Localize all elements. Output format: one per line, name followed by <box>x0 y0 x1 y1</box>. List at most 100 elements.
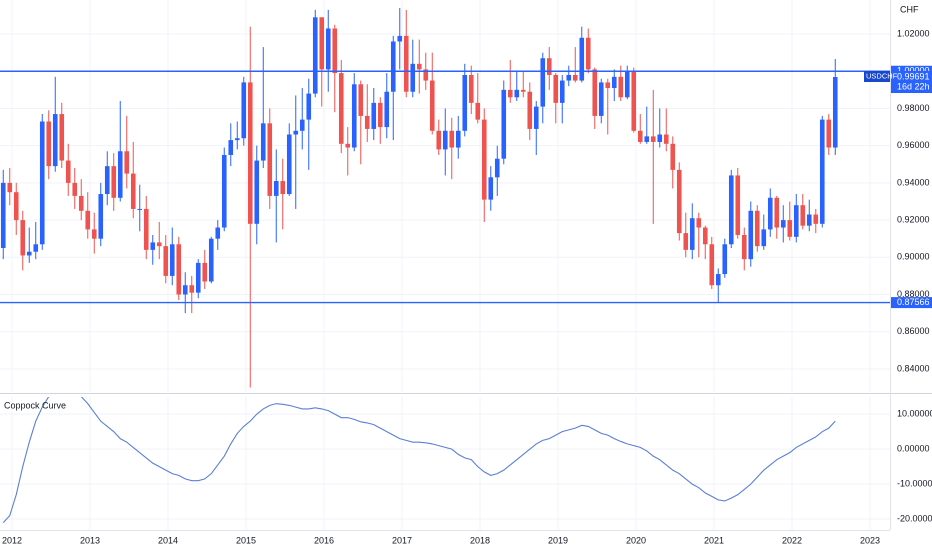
candle-body <box>410 63 416 92</box>
candle-body <box>813 214 819 224</box>
x-tick-label: 2014 <box>158 535 178 545</box>
candle-body <box>722 244 728 275</box>
x-tick-label: 2013 <box>80 535 100 545</box>
candle-body <box>234 138 240 141</box>
candle-body <box>741 234 747 260</box>
candle-body <box>20 220 26 256</box>
candle-body <box>293 130 299 135</box>
candle-body <box>26 251 32 256</box>
candle-body <box>156 242 162 247</box>
candle-body <box>332 28 338 74</box>
last-price-label: 0.99691 <box>897 71 930 81</box>
candle-body <box>247 82 253 224</box>
candle-body <box>104 166 110 195</box>
candle-body <box>761 229 767 247</box>
candle-body <box>754 210 760 247</box>
candle-body <box>592 69 598 116</box>
y-tick-label: 0.86000 <box>897 326 930 336</box>
candle-body <box>358 84 364 116</box>
indicator-tick-label: -10.00000 <box>897 479 932 489</box>
indicator-tick-label: -20.00000 <box>897 514 932 524</box>
candle-body <box>7 182 13 193</box>
candle-body <box>644 136 650 142</box>
candle-body <box>85 210 91 230</box>
candle-body <box>371 102 377 129</box>
y-tick-label: 0.94000 <box>897 177 930 187</box>
countdown-label: 16d 22h <box>897 81 930 91</box>
x-tick-label: 2020 <box>626 535 646 545</box>
x-tick-label: 2023 <box>860 535 880 545</box>
candle-body <box>624 71 630 98</box>
currency-label: CHF <box>900 4 919 14</box>
y-tick-label: 0.92000 <box>897 214 930 224</box>
candle-body <box>553 74 559 103</box>
candle-body <box>91 229 97 239</box>
candle-body <box>462 74 468 131</box>
candle-body <box>46 121 52 167</box>
indicator-name: Coppock Curve <box>4 400 66 410</box>
axis-layer: 2012 2013 2014 2015 2016 2017 2018 2019 2020 2021… <box>2 28 932 545</box>
candle-body <box>130 173 136 209</box>
candle-body <box>709 244 715 286</box>
candle-body <box>728 175 734 245</box>
candle-body <box>806 214 812 226</box>
level-label-box <box>891 297 932 309</box>
candle-body <box>767 197 773 230</box>
candle-body <box>384 91 390 128</box>
candle-body <box>280 181 286 195</box>
candle-body <box>13 192 19 221</box>
candle-body <box>59 114 65 161</box>
candle-body <box>676 169 682 234</box>
candle-body <box>65 160 71 183</box>
candle-body <box>33 244 39 252</box>
candle-body <box>169 244 175 276</box>
candle-body <box>202 262 208 282</box>
candle-body <box>657 134 663 142</box>
candle-body <box>299 119 305 131</box>
candle-body <box>650 136 656 142</box>
candle-body <box>260 123 266 161</box>
candle-body <box>215 227 221 239</box>
candle-body <box>111 166 117 198</box>
candle-body <box>208 238 214 282</box>
indicator-tick-label: 0.00000 <box>897 444 930 454</box>
candle-body <box>735 175 741 235</box>
candle-body <box>637 130 643 142</box>
candle-body <box>254 160 260 224</box>
x-tick-label: 2019 <box>548 535 568 545</box>
candle-body <box>826 119 832 148</box>
candle-body <box>559 80 565 103</box>
candle-body <box>527 91 533 129</box>
candle-body <box>598 82 604 116</box>
candle-body <box>605 82 611 88</box>
candle-body <box>566 74 572 81</box>
candle-body <box>696 218 702 228</box>
indicator-tick-label: 10.00000 <box>897 409 932 419</box>
candle-body <box>124 151 130 174</box>
candle-body <box>533 106 539 129</box>
price-pane <box>0 8 890 388</box>
candle-body <box>475 102 481 120</box>
y-tick-label: 0.90000 <box>897 252 930 262</box>
candle-body <box>397 35 403 42</box>
x-tick-label: 2018 <box>470 535 490 545</box>
level-label: 0.87566 <box>897 297 930 307</box>
candle-body <box>481 119 487 200</box>
candle-body <box>585 37 591 70</box>
candle-body <box>338 73 344 144</box>
y-tick-label: 1.02000 <box>897 28 930 38</box>
candle-body <box>618 76 624 98</box>
x-tick-label: 2012 <box>2 535 22 545</box>
candle-body <box>436 130 442 150</box>
candle-body <box>832 77 838 148</box>
candle-body <box>137 208 143 210</box>
candle-body <box>267 123 273 196</box>
candle-body <box>228 140 234 155</box>
candle-body <box>72 182 78 196</box>
candle-body <box>182 285 188 295</box>
candle-body <box>494 158 500 178</box>
candle-body <box>683 233 689 250</box>
candle-body <box>455 130 461 148</box>
candle-body <box>0 182 6 248</box>
